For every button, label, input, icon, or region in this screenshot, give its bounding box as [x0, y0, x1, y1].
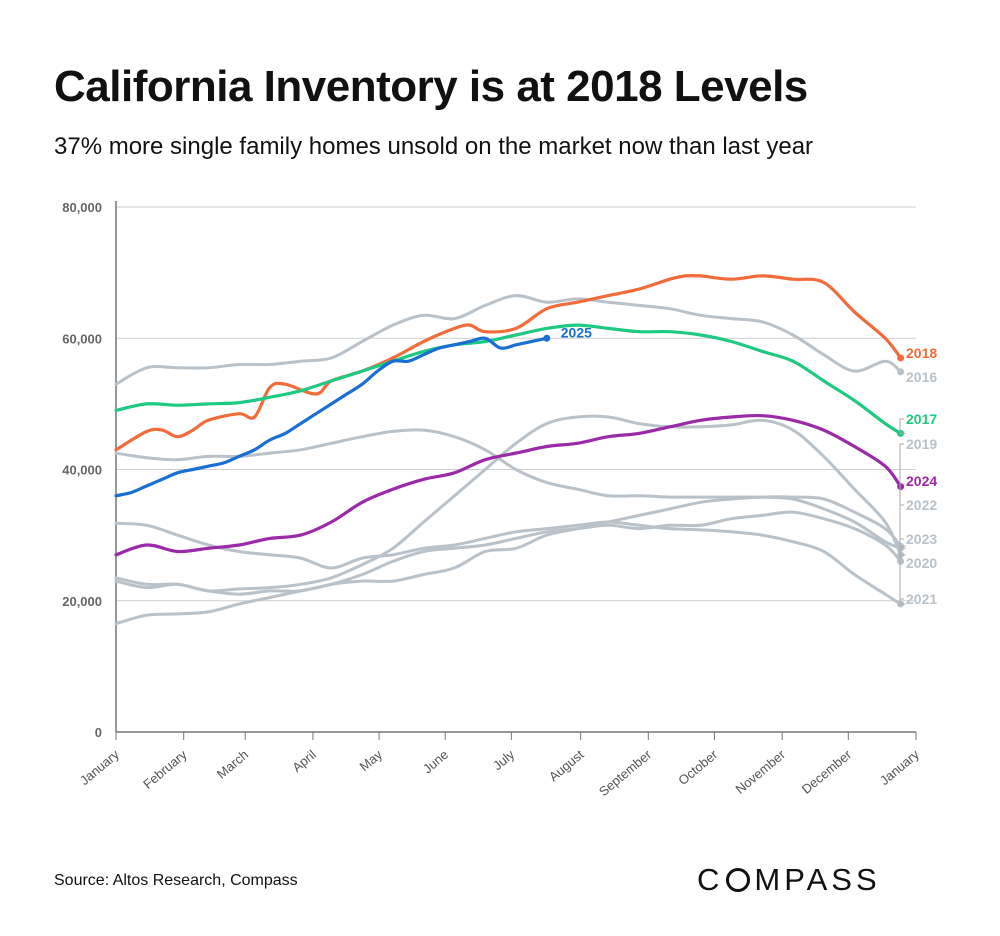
x-tick-label: December: [799, 746, 855, 796]
series-label-2018: 2018: [906, 345, 937, 361]
series-line-2017: [114, 323, 903, 435]
series-label-2023: 2023: [906, 531, 937, 547]
series-line-2018: [114, 273, 903, 452]
series-end-dot-2020: [897, 557, 905, 565]
label-leader-2017: [899, 418, 906, 434]
x-tick-label: April: [289, 747, 319, 775]
series-labels: 2016 2018 2017 2019 2025 2024 2022 2023 2020 2021: [561, 324, 938, 607]
x-tick-label: March: [214, 747, 251, 782]
series-label-2019: 2019: [906, 436, 937, 452]
series-line-2022: [114, 520, 903, 606]
series-line-2020: [114, 510, 903, 626]
series-end-dot-2024: [897, 483, 905, 491]
x-tick-label: July: [490, 746, 518, 773]
series-label-2021: 2021: [906, 591, 937, 607]
series-group-highlight: [114, 273, 905, 557]
logo-ring-icon: [726, 868, 751, 892]
label-leader-2019: [899, 443, 906, 549]
x-tick-label: November: [733, 746, 789, 796]
x-tick-label: August: [546, 747, 587, 785]
series-line-2024: [114, 413, 903, 557]
x-tick-label: January: [877, 746, 922, 788]
series-line-2021: [114, 414, 903, 593]
y-tick-label: 60,000: [62, 331, 102, 346]
series-line-2025: [114, 336, 549, 498]
y-tick-label: 40,000: [62, 463, 102, 478]
series-label-2016: 2016: [906, 369, 937, 385]
series-line-2016: [114, 294, 903, 386]
series-end-dot-2025: [543, 334, 551, 342]
x-tick-label: January: [77, 746, 122, 788]
series-label-2025: 2025: [561, 324, 592, 340]
y-tick-label: 20,000: [62, 594, 102, 609]
x-tick-label: February: [140, 746, 190, 791]
logo-text-end: MPASS: [754, 862, 881, 897]
y-tick-label: 80,000: [62, 200, 102, 215]
compass-logo: C MPASS: [697, 862, 881, 898]
series-group-context: [114, 294, 905, 626]
x-tick-label: September: [596, 746, 655, 799]
x-tick-label: May: [357, 746, 386, 774]
series-label-2024: 2024: [906, 473, 937, 489]
x-tick-label: October: [675, 746, 721, 788]
source-note: Source: Altos Research, Compass: [54, 872, 298, 889]
line-chart: 0 20,000 40,000 60,000 80,000 January February…: [62, 200, 938, 799]
series-end-dot-2016: [897, 368, 905, 376]
chart-title: California Inventory is at 2018 Levels: [54, 62, 808, 111]
series-line-2023: [114, 495, 903, 596]
series-label-2017: 2017: [906, 411, 937, 427]
label-leader-2021: [899, 554, 906, 600]
logo-text-start: C: [697, 862, 724, 897]
series-label-2022: 2022: [906, 497, 937, 513]
series-end-dot-2018: [897, 354, 905, 362]
label-leader-2023: [899, 538, 906, 547]
x-tick-label: June: [420, 747, 451, 777]
series-label-2020: 2020: [906, 555, 937, 571]
y-tick-label: 0: [95, 725, 102, 740]
chart-subtitle: 37% more single family homes unsold on t…: [54, 133, 814, 160]
